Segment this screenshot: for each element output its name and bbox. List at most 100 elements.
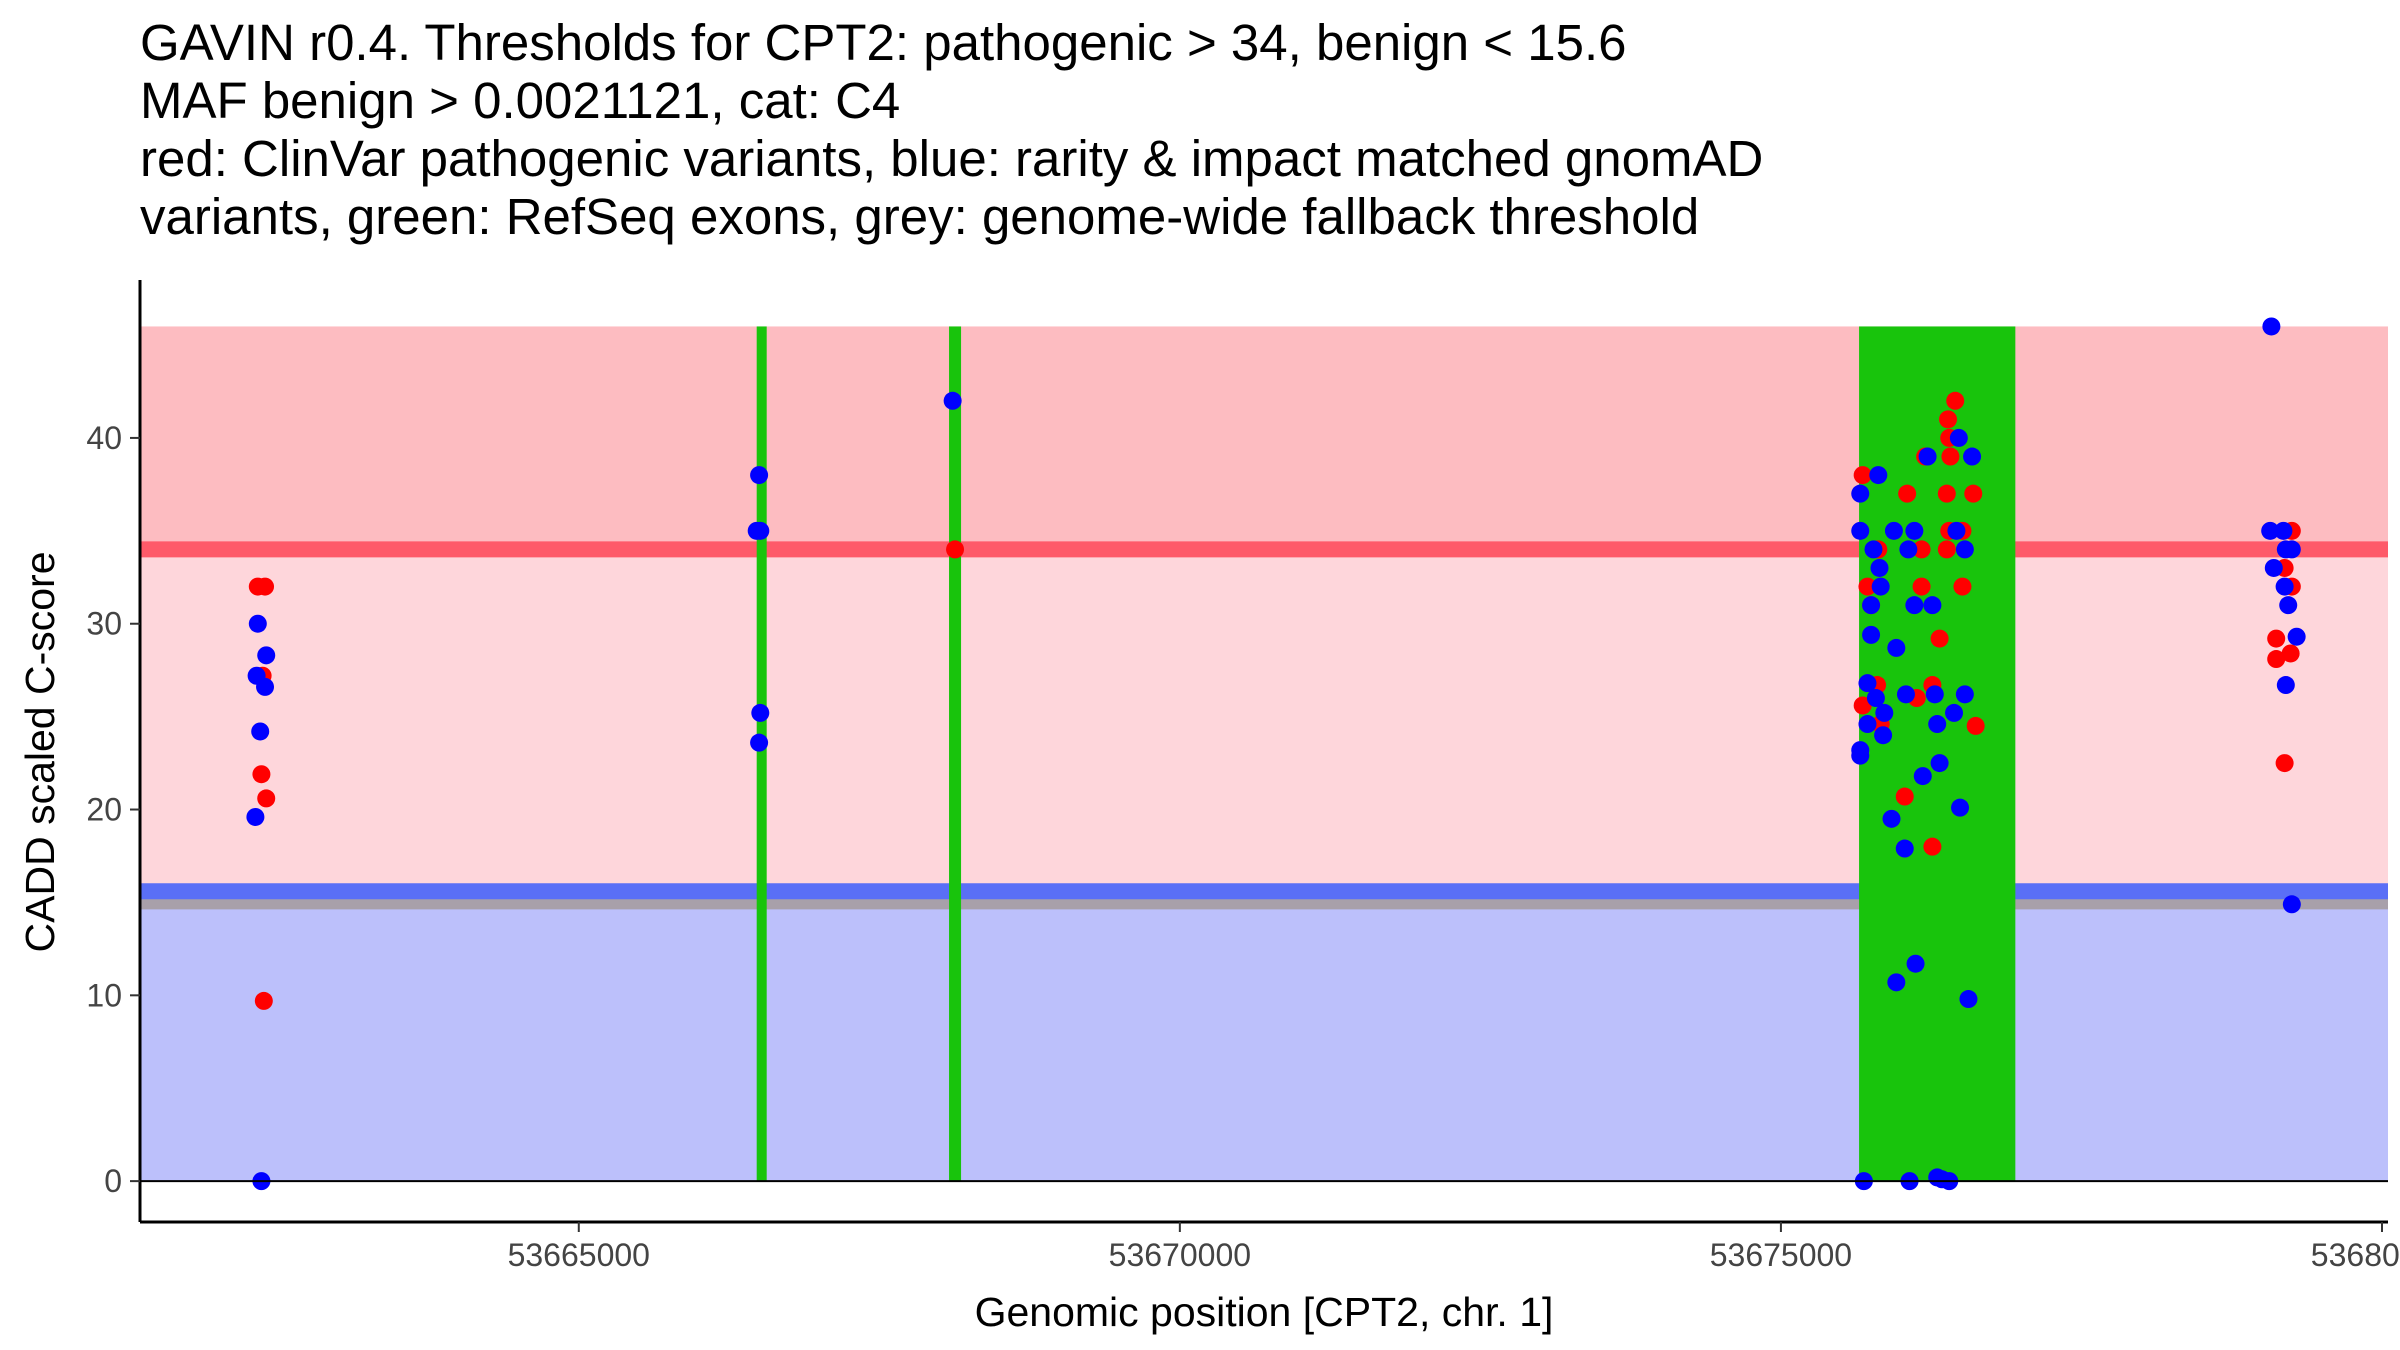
gnomad-point bbox=[1913, 767, 1932, 786]
exon-bands bbox=[756, 326, 2016, 1182]
clinvar-point bbox=[1941, 447, 1960, 466]
gnomad-point bbox=[1955, 685, 1974, 704]
gnomad-point bbox=[1851, 484, 1870, 503]
clinvar-point bbox=[252, 765, 271, 784]
chart-title: GAVIN r0.4. Thresholds for CPT2: pathoge… bbox=[140, 14, 1763, 246]
gnomad-point bbox=[1949, 428, 1968, 447]
x-tick-label: 53680000 bbox=[2311, 1237, 2400, 1273]
exon-band bbox=[1859, 326, 2016, 1182]
threshold-zones bbox=[140, 326, 2388, 1182]
gnomad-point bbox=[2261, 521, 2280, 540]
gnomad-point bbox=[2275, 577, 2294, 596]
clinvar-point bbox=[946, 540, 965, 559]
gnomad-point bbox=[1959, 990, 1978, 1009]
title-line-3: red: ClinVar pathogenic variants, blue: … bbox=[140, 130, 1764, 187]
gnomad-point bbox=[1869, 466, 1888, 485]
gnomad-point bbox=[2287, 627, 2306, 646]
gnomad-point bbox=[1905, 521, 1924, 540]
gnomad-point bbox=[750, 733, 769, 752]
y-tick-label: 40 bbox=[86, 420, 122, 456]
clinvar-point bbox=[256, 577, 275, 596]
clinvar-point bbox=[1966, 716, 1985, 735]
gnomad-point bbox=[1875, 703, 1894, 722]
y-tick-label: 0 bbox=[104, 1163, 122, 1199]
gnomad-point bbox=[1862, 596, 1881, 615]
gnomad-point bbox=[1925, 685, 1944, 704]
gnomad-point bbox=[1871, 577, 1890, 596]
clinvar-point bbox=[1946, 391, 1965, 410]
clinvar-point bbox=[1953, 577, 1972, 596]
clinvar-point bbox=[2281, 644, 2300, 663]
gnomad-point bbox=[1955, 540, 1974, 559]
gnomad-point bbox=[1895, 839, 1914, 858]
gnomad-point bbox=[1851, 746, 1870, 765]
clinvar-point bbox=[1912, 577, 1931, 596]
clinvar-point bbox=[254, 991, 273, 1010]
clinvar-point bbox=[1930, 629, 1949, 648]
gnomad-point bbox=[751, 703, 770, 722]
clinvar-point bbox=[1937, 540, 1956, 559]
gnomad-point bbox=[943, 391, 962, 410]
benign-zone bbox=[140, 891, 2388, 1182]
gnomad-point bbox=[1858, 674, 1877, 693]
y-tick-label: 20 bbox=[86, 792, 122, 828]
gnomad-point bbox=[251, 722, 270, 741]
pathogenic-zone bbox=[140, 326, 2388, 550]
gnomad-point bbox=[257, 646, 276, 665]
gnomad-point bbox=[2262, 317, 2281, 336]
gnomad-point bbox=[2279, 596, 2298, 615]
gnomad-point bbox=[2276, 676, 2295, 695]
y-axis-title: CADD scaled C-score bbox=[17, 552, 63, 953]
gnomad-point bbox=[256, 677, 275, 696]
gnomad-point bbox=[1963, 447, 1982, 466]
clinvar-point bbox=[257, 789, 276, 808]
gnomad-point bbox=[246, 807, 265, 826]
exon-band bbox=[756, 326, 767, 1182]
gnomad-point bbox=[1918, 447, 1937, 466]
gnomad-point bbox=[1874, 726, 1893, 745]
gnomad-point bbox=[1923, 596, 1942, 615]
gnomad-point bbox=[1864, 540, 1883, 559]
clinvar-point bbox=[1895, 787, 1914, 806]
gnomad-point bbox=[1870, 558, 1889, 577]
exon-band bbox=[949, 326, 962, 1182]
clinvar-point bbox=[2275, 754, 2294, 773]
gnomad-point bbox=[2264, 558, 2283, 577]
x-axis-title: Genomic position [CPT2, chr. 1] bbox=[975, 1289, 1554, 1335]
gnomad-point bbox=[2282, 895, 2301, 914]
y-tick-label: 30 bbox=[86, 606, 122, 642]
gnomad-point bbox=[1947, 521, 1966, 540]
gnomad-point bbox=[1887, 973, 1906, 992]
clinvar-point bbox=[2267, 650, 2286, 669]
gnomad-point bbox=[1862, 625, 1881, 644]
uncertain-zone bbox=[140, 549, 2388, 892]
clinvar-point bbox=[1937, 484, 1956, 503]
clinvar-point bbox=[2267, 629, 2286, 648]
x-tick-label: 53675000 bbox=[1710, 1237, 1852, 1273]
gnomad-point bbox=[750, 466, 769, 485]
gnomad-point bbox=[1899, 540, 1918, 559]
gnomad-point bbox=[1905, 596, 1924, 615]
gnomad-point bbox=[248, 614, 267, 633]
gnomad-point bbox=[2282, 540, 2301, 559]
gnomad-point bbox=[1851, 521, 1870, 540]
gnomad-point bbox=[2274, 521, 2293, 540]
gnomad-point bbox=[1906, 954, 1925, 973]
gnomad-point bbox=[751, 521, 770, 540]
x-tick-label: 53670000 bbox=[1109, 1237, 1251, 1273]
gnomad-point bbox=[1951, 798, 1970, 817]
gnomad-point bbox=[1945, 703, 1964, 722]
gnomad-point bbox=[1882, 809, 1901, 828]
y-tick-label: 10 bbox=[86, 977, 122, 1013]
gnomad-point bbox=[1928, 715, 1947, 734]
title-line-2: MAF benign > 0.0021121, cat: C4 bbox=[140, 72, 901, 129]
clinvar-point bbox=[1923, 837, 1942, 856]
axes: 0 10 20 30 40 53665000 53670000 53675000 5368000… bbox=[86, 280, 2400, 1273]
gnomad-point bbox=[1930, 754, 1949, 773]
title-line-4: variants, green: RefSeq exons, grey: gen… bbox=[140, 188, 1700, 245]
x-tick-label: 53665000 bbox=[508, 1237, 650, 1273]
title-line-1: GAVIN r0.4. Thresholds for CPT2: pathoge… bbox=[140, 14, 1627, 71]
clinvar-point bbox=[1964, 484, 1983, 503]
clinvar-point bbox=[1853, 466, 1872, 485]
